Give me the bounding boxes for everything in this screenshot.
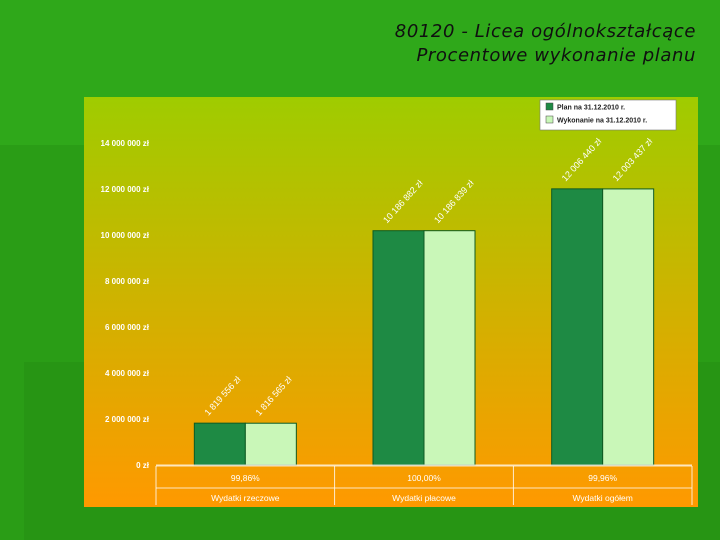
legend-label: Wykonanie na 31.12.2010 r.: [557, 118, 647, 125]
slide-title: 80120 - Licea ogólnokształcące Procentow…: [395, 20, 696, 68]
title-line-2: Procentowe wykonanie planu: [416, 45, 696, 66]
category-label: Wydatki ogółem: [572, 493, 632, 503]
y-tick-label: 4 000 000 zł: [105, 369, 150, 378]
bar: [423, 230, 476, 466]
legend-label: Plan na 31.12.2010 r.: [557, 105, 625, 112]
bar: [602, 188, 655, 466]
y-tick-label: 2 000 000 zł: [105, 415, 150, 424]
y-tick-label: 12 000 000 zł: [101, 185, 150, 194]
title-line-1: 80120 - Licea ogólnokształcące: [394, 21, 696, 42]
y-tick-label: 14 000 000 zł: [101, 139, 150, 148]
percentage-label: 100,00%: [407, 473, 441, 483]
bar: [193, 422, 246, 466]
category-label: Wydatki płacowe: [392, 493, 456, 503]
y-tick-label: 8 000 000 zł: [105, 277, 150, 286]
bar: [372, 230, 425, 466]
percentage-label: 99,86%: [231, 473, 260, 483]
legend-box: [539, 99, 677, 131]
bar: [244, 422, 297, 466]
category-label: Wydatki rzeczowe: [211, 493, 280, 503]
legend-swatch: [545, 102, 554, 111]
legend-swatch: [545, 115, 554, 124]
bar: [551, 188, 604, 466]
y-tick-label: 10 000 000 zł: [101, 231, 150, 240]
y-tick-label: 0 zł: [136, 461, 150, 470]
y-tick-label: 6 000 000 zł: [105, 323, 150, 332]
percentage-label: 99,96%: [588, 473, 617, 483]
